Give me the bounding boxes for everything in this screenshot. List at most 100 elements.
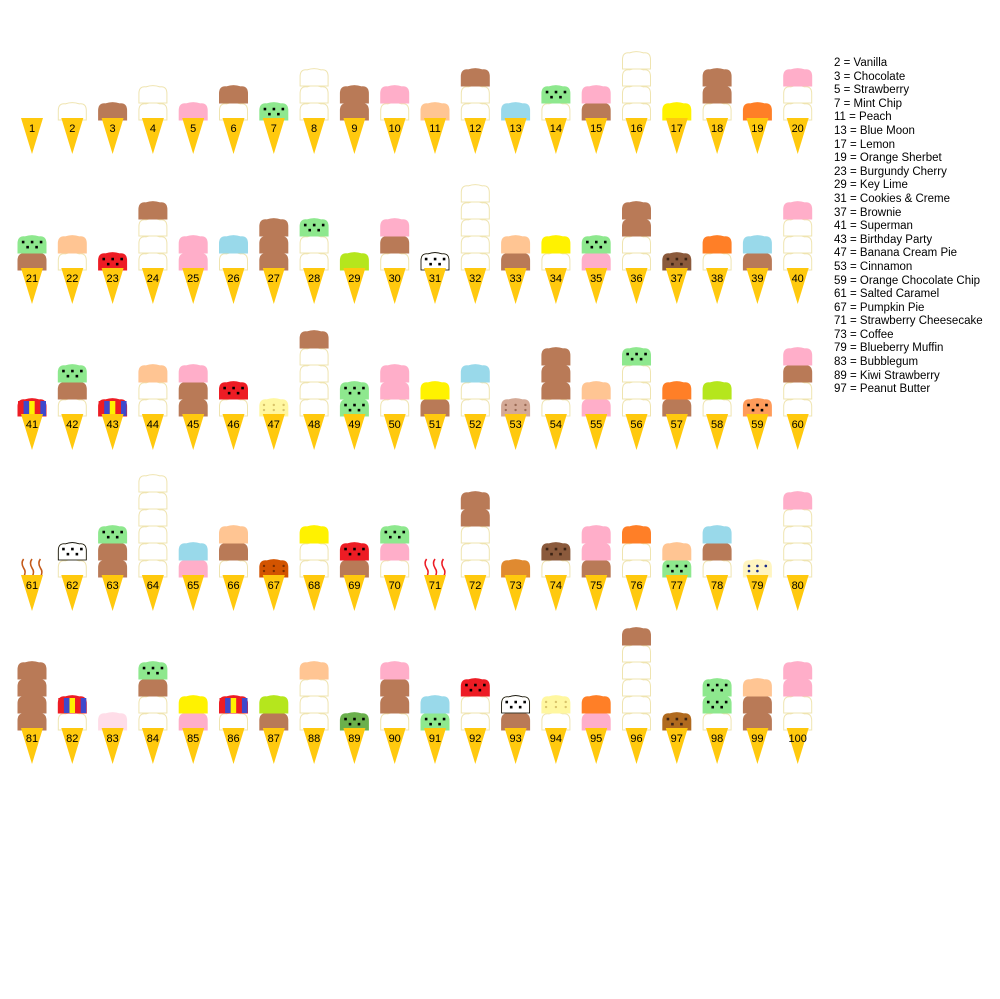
scoop-superman (57, 695, 87, 714)
scoop-vanilla (702, 559, 732, 578)
scoop-shape (380, 398, 410, 417)
cone-number: 6 (230, 123, 236, 135)
cone-number: 35 (590, 273, 602, 285)
cone-71: 71 (424, 558, 446, 611)
flavor-chip (35, 245, 38, 249)
scoop-coffee (501, 559, 531, 578)
scoop-shape (299, 330, 329, 349)
flavor-chip (241, 386, 244, 390)
scoop-shape (138, 525, 168, 544)
scoop-shape (259, 398, 289, 417)
cone-shape (746, 575, 769, 611)
cone-38: 38 (702, 235, 732, 304)
scoop-chocolate (702, 542, 732, 561)
flavor-chip (666, 564, 670, 568)
cone-3: 3 (98, 102, 128, 154)
scoop-vanilla (380, 712, 410, 731)
scoop-vanilla (299, 252, 329, 271)
cone-shape (625, 118, 648, 154)
cone-number: 72 (469, 580, 481, 592)
flavor-speck (554, 700, 558, 704)
scoop-shape (622, 559, 651, 578)
ribbon-swirl (29, 558, 35, 578)
scoop-mint-chip (702, 678, 732, 697)
scoop-kiwi-strawberry (339, 712, 369, 731)
cone-26: 26 (219, 235, 248, 304)
cone-56: 56 (622, 347, 651, 450)
scoop-shape (460, 102, 490, 121)
scoop-peach (662, 542, 692, 561)
cone-63: 63 (98, 525, 128, 611)
color-stripe (69, 698, 76, 713)
flavor-chip (344, 403, 347, 407)
cone-32: 32 (460, 184, 490, 304)
flavor-chip (680, 722, 683, 726)
scoop-shape (460, 68, 490, 87)
flavor-chip (156, 671, 159, 675)
scoop-shape (420, 712, 450, 731)
flavor-chip (442, 257, 446, 261)
cone-number: 46 (227, 419, 239, 431)
scoop-shape (259, 235, 289, 254)
scoop-chocolate (259, 712, 289, 731)
scoop-strawberry (783, 678, 813, 697)
cone-64: 64 (138, 474, 168, 611)
cone-shape (262, 414, 285, 450)
cone-97: 97 (662, 712, 692, 764)
scoop-chocolate (742, 695, 772, 714)
flavor-chip (711, 705, 715, 709)
cone-87: 87 (259, 695, 289, 764)
scoop-vanilla (783, 218, 813, 237)
flavor-chip (590, 245, 594, 249)
flavor-chip (550, 552, 553, 556)
cone-number: 67 (268, 580, 280, 592)
scoop-vanilla (622, 68, 651, 87)
scoop-shape (138, 252, 168, 271)
cone-shape (182, 118, 205, 154)
scoop-shape (541, 235, 571, 254)
cone-shape (21, 575, 43, 611)
scoop-vanilla (702, 398, 732, 417)
cone-number: 78 (711, 580, 723, 592)
flavor-speck (564, 705, 567, 709)
cone-1: 1 (21, 118, 43, 154)
scoop-shape (702, 398, 732, 417)
scoop-blue-moon (460, 364, 490, 383)
scoop-shape (702, 678, 732, 697)
ribbon-swirl (432, 558, 438, 578)
scoop-shape (662, 542, 692, 561)
cone-shape (141, 575, 164, 611)
cone-shape (504, 575, 527, 611)
flavor-chip (357, 552, 361, 556)
cone-2: 2 (57, 102, 87, 154)
cone-number: 19 (751, 123, 763, 135)
scoop-vanilla (57, 102, 87, 121)
flavor-chip (353, 386, 356, 390)
scoop-strawberry (783, 201, 813, 220)
scoop-shape (339, 252, 369, 271)
flavor-chip (160, 666, 164, 670)
cone-number: 24 (147, 273, 159, 285)
cone-25: 25 (178, 235, 208, 304)
scoop-burgundy-cherry (219, 381, 248, 400)
cone-67: 67 (259, 559, 289, 611)
cone-70: 70 (380, 525, 410, 611)
scoop-mint-chip (339, 381, 369, 400)
flavor-chip (348, 552, 352, 556)
flavor-chip (362, 403, 365, 407)
scoop-shape (541, 542, 571, 561)
cone-100: 100 (783, 661, 813, 764)
scoop-peach (501, 235, 531, 254)
scoop-vanilla (541, 102, 571, 121)
flavor-chip (586, 240, 589, 244)
flavor-chip (514, 700, 517, 704)
scoop-shape (138, 661, 168, 680)
flavor-chip (312, 223, 316, 227)
flavor-chip (268, 112, 271, 116)
cone-17: 17 (662, 102, 692, 154)
scoop-strawberry (380, 85, 410, 104)
cone-number: 77 (671, 580, 683, 592)
cone-shape (544, 414, 567, 450)
scoop-shape (299, 381, 329, 400)
scoop-vanilla (57, 712, 87, 731)
